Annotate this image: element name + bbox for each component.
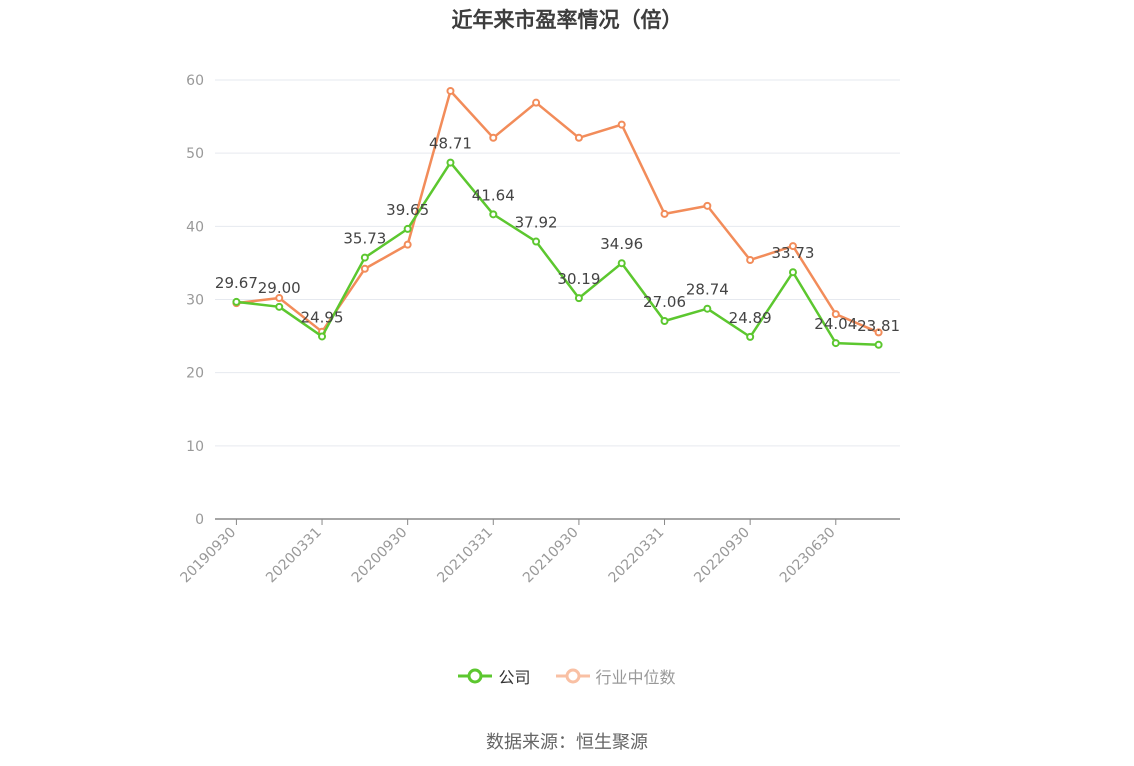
x-tick-label: 20210331 — [434, 525, 496, 587]
data-point-company — [617, 259, 626, 268]
x-tick-label: 20220930 — [691, 525, 753, 587]
data-point-industry — [788, 242, 797, 251]
data-label: 27.06 — [643, 293, 686, 311]
chart-title: 近年来市盈率情况（倍） — [451, 8, 683, 32]
data-point-company — [275, 302, 284, 311]
data-label: 34.96 — [600, 235, 643, 253]
data-point-company — [660, 317, 669, 326]
legend: 公司 行业中位数 — [0, 664, 1134, 688]
pe-line-chart: 0 10 20 30 40 50 60 20190930 20200331 20200930 202… — [178, 73, 901, 587]
data-point-industry — [403, 240, 412, 249]
y-tick-label: 50 — [186, 146, 204, 162]
y-tick-label: 10 — [186, 439, 204, 455]
series-line-company — [236, 161, 879, 347]
data-point-industry — [360, 264, 369, 273]
data-point-company — [788, 268, 797, 277]
data-point-company — [403, 224, 412, 233]
data-label: 29.67 — [215, 274, 258, 292]
x-tick-label: 20220331 — [606, 525, 668, 587]
data-label: 48.71 — [429, 135, 472, 153]
data-point-company — [746, 332, 755, 341]
data-point-company — [831, 339, 840, 348]
data-label: 28.74 — [686, 281, 729, 299]
x-tick-label: 20200930 — [349, 525, 411, 587]
y-tick-label: 30 — [186, 293, 204, 309]
data-label: 24.04 — [814, 315, 857, 333]
data-point-industry — [489, 133, 498, 142]
data-point-company — [703, 304, 712, 313]
legend-item-industry[interactable]: 行业中位数 — [555, 664, 676, 688]
x-tick-label: 20210930 — [520, 525, 582, 587]
data-point-industry — [746, 255, 755, 264]
data-point-company — [318, 332, 327, 341]
data-point-industry — [703, 201, 712, 210]
data-point-company — [446, 158, 455, 167]
data-point-company — [232, 297, 241, 306]
x-tick-label: 20230630 — [777, 525, 839, 587]
x-tick-label: 20190930 — [178, 525, 240, 587]
data-label: 41.64 — [472, 186, 515, 204]
x-tick-label: 20200331 — [263, 525, 325, 587]
data-label: 37.92 — [515, 214, 558, 232]
legend-industry-label: 行业中位数 — [595, 668, 676, 687]
data-label: 35.73 — [343, 230, 386, 248]
data-label: 39.65 — [386, 201, 429, 219]
data-point-industry — [660, 209, 669, 218]
y-tick-label: 0 — [195, 512, 204, 528]
data-point-company — [574, 294, 583, 303]
legend-company-label: 公司 — [498, 668, 531, 687]
data-label: 33.73 — [771, 244, 814, 262]
data-point-company — [360, 253, 369, 262]
data-source: 数据来源：恒生聚源 — [486, 732, 648, 753]
legend-company-marker-icon — [458, 668, 493, 684]
data-point-industry — [574, 133, 583, 142]
y-tick-label: 60 — [186, 73, 204, 89]
data-point-industry — [831, 310, 840, 319]
series-line-industry — [236, 89, 880, 334]
data-point-industry — [874, 328, 883, 337]
legend-item-company[interactable]: 公司 — [458, 664, 530, 688]
data-point-company — [532, 237, 541, 246]
data-point-company — [489, 210, 498, 219]
data-label: 30.19 — [557, 270, 600, 288]
data-point-industry — [275, 294, 284, 303]
data-label: 23.81 — [857, 317, 900, 335]
data-label: 29.00 — [258, 279, 301, 297]
data-point-industry — [532, 98, 541, 107]
y-tick-label: 40 — [186, 219, 204, 235]
data-label: 24.89 — [729, 309, 772, 327]
data-point-company — [874, 340, 883, 349]
y-tick-label: 20 — [186, 366, 204, 382]
data-label: 24.95 — [301, 308, 344, 326]
legend-industry-marker-icon — [555, 668, 590, 684]
data-point-industry — [617, 120, 626, 129]
data-point-industry — [446, 86, 455, 95]
